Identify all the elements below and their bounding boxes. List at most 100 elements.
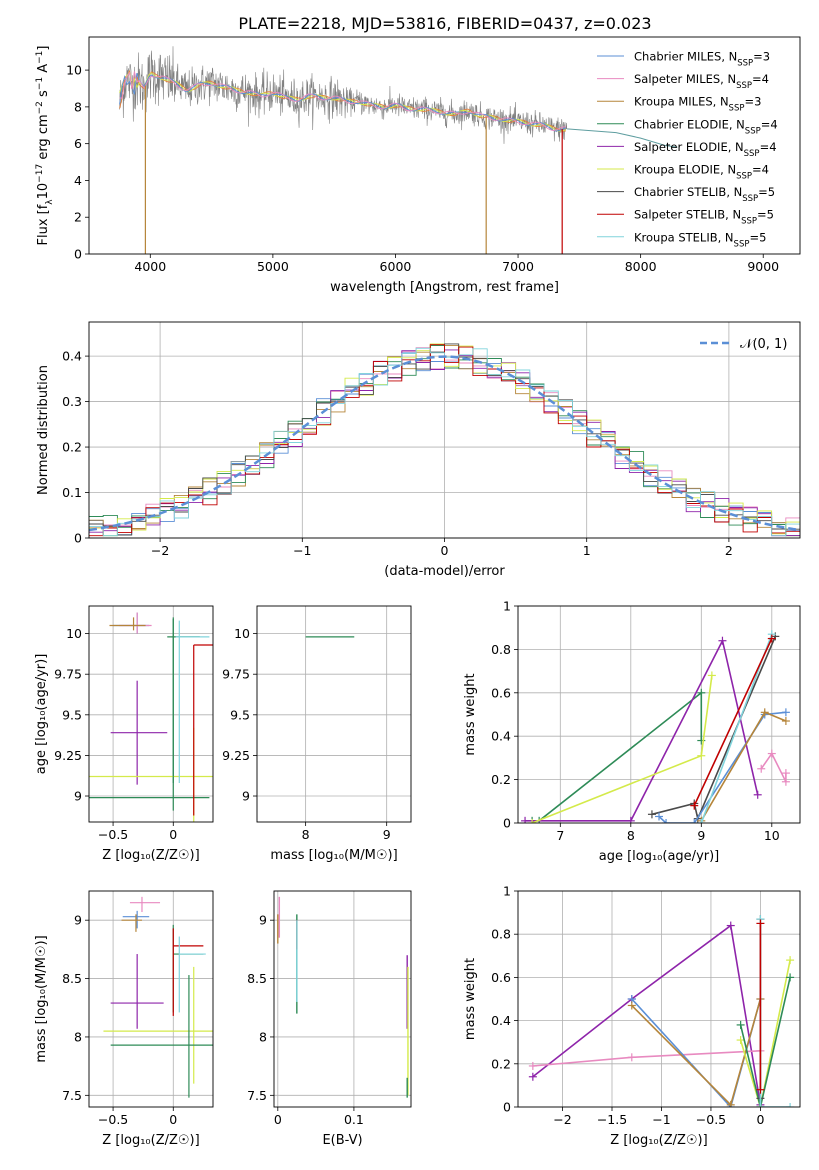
y-tick-label: 8.5 [62, 971, 82, 986]
plot-area [103, 896, 213, 1098]
y-tick-label: 9.75 [222, 667, 250, 682]
y-tick-label: 0.4 [62, 349, 82, 364]
axes-frame [88, 36, 801, 255]
series-line [532, 924, 762, 1105]
y-tick-label: 9.25 [222, 748, 250, 763]
y-tick-label: 6 [74, 136, 82, 151]
y-tick-label: 0.3 [62, 394, 82, 409]
y-tick-label: 8 [74, 1029, 82, 1044]
x-tick-label: −0.5 [98, 1112, 128, 1127]
plot-area [277, 896, 409, 1098]
series-line [693, 638, 773, 806]
x-tick-label: 8 [627, 828, 635, 843]
x-axis-label: wavelength [Angstrom, rest frame] [330, 280, 559, 295]
plot-area [89, 343, 800, 537]
series-line [759, 919, 791, 1107]
x-tick-label: 2 [725, 543, 733, 558]
axes-frame [256, 605, 412, 823]
x-axis-label: Z [log₁₀(Z/Z☉)] [610, 1133, 707, 1148]
panel-mass-weight-vs-age: 7 8 9 10 0 0.2 0.4 0.6 0.8 1 age [log₁₀(age/yr)] ma… [463, 599, 801, 864]
x-axis-label: (data-model)/error [384, 564, 505, 579]
x-tick-label: 4000 [134, 259, 166, 274]
legend-label: Kroupa MILES, NSSP=3 [634, 95, 761, 114]
x-tick-label: −0.5 [696, 1112, 726, 1127]
grid [274, 891, 411, 1107]
x-tick-label: −2 [553, 1112, 571, 1127]
y-axis-label: Normed distribution [36, 365, 51, 495]
panel-mass-weight-vs-Z: −2 −1.5 −1 −0.5 0 0 0.2 0.4 0.6 0.8 1 Z [log₁₀(Z/Z☉… [463, 884, 801, 1148]
y-tick-label: 0 [503, 1100, 511, 1115]
y-tick-label: 0 [74, 531, 82, 546]
legend-label: Salpeter STELIB, NSSP=5 [634, 208, 774, 227]
y-tick-label: 9.5 [230, 707, 250, 722]
x-tick-label: 0 [756, 1112, 764, 1127]
legend-label: Chabrier ELODIE, NSSP=4 [634, 117, 778, 136]
panel-mass-vs-EBV: 0 0.1 7.5 8 8.5 9 E(B-V) [247, 890, 412, 1148]
y-tick-label: 1 [503, 599, 511, 614]
y-axis-label: Flux [fλ10−17 erg cm−2 s−1 A−1] [35, 46, 55, 246]
grid [89, 891, 213, 1107]
y-tick-label: 9 [242, 789, 250, 804]
y-tick-label: 9 [74, 789, 82, 804]
x-axis-label: E(B-V) [322, 1133, 362, 1148]
figure-title: PLATE=2218, MJD=53816, FIBERID=0437, z=0… [238, 14, 651, 33]
x-tick-label: 9 [697, 828, 705, 843]
panel-mass-vs-Z: −0.5 0 7.5 8 8.5 9 Z [log₁₀(Z/Z☉)] mass [log₁₀(… [34, 890, 214, 1148]
y-tick-label: 0.4 [491, 1013, 511, 1028]
y-tick-label: 8 [74, 99, 82, 114]
x-tick-label: −1 [652, 1112, 670, 1127]
ir-tail-line [567, 128, 678, 148]
y-tick-label: 7.5 [247, 1088, 267, 1103]
plot-area [305, 636, 355, 638]
y-axis-label: mass weight [463, 673, 478, 755]
x-tick-label: 8 [302, 827, 310, 842]
y-axis-label: mass weight [463, 958, 478, 1040]
x-tick-label: −1.5 [597, 1112, 627, 1127]
x-tick-label: 8000 [625, 259, 657, 274]
axes-frame [517, 605, 801, 824]
normal-curve [89, 355, 800, 532]
x-tick-label: 10 [764, 828, 780, 843]
x-tick-label: 0 [169, 1112, 177, 1127]
series-line [658, 711, 786, 823]
panel-residual-distribution: −2 −1 0 1 2 0 0.1 0.2 0.3 0.4 (data-model)/error No… [36, 321, 801, 579]
y-tick-label: 8 [259, 1029, 267, 1044]
x-tick-label: 5000 [257, 259, 289, 274]
x-tick-label: −0.5 [98, 827, 128, 842]
plot-area [528, 915, 795, 1107]
series-line [531, 675, 713, 823]
y-tick-label: 10 [66, 63, 82, 78]
y-tick-label: 8.5 [247, 971, 267, 986]
x-tick-label: 0.1 [344, 1112, 364, 1127]
axes-frame [517, 890, 801, 1108]
x-tick-label: −2 [151, 543, 169, 558]
x-axis-label: age [log₁₀(age/yr)] [599, 849, 720, 864]
y-tick-label: 9.75 [54, 667, 82, 682]
legend-label: Salpeter MILES, NSSP=4 [634, 72, 769, 91]
series-line [760, 752, 787, 783]
model-curve [119, 71, 567, 132]
y-tick-label: 9.25 [54, 748, 82, 763]
y-tick-label: 0.8 [491, 642, 511, 657]
model-curve [119, 73, 567, 132]
panel-spectrum: 4000 5000 6000 7000 8000 9000 0 2 4 6 8 10 wavelengt… [35, 36, 801, 295]
y-tick-label: 9 [74, 913, 82, 928]
series-line [700, 711, 787, 822]
panel-age-vs-Z: −0.5 0 9 9.25 9.5 9.75 10 Z [log₁₀(Z/Z☉)] age [l… [34, 605, 214, 863]
y-tick-label: 0.2 [62, 440, 82, 455]
y-axis-label: age [log₁₀(age/yr)] [34, 654, 49, 775]
x-tick-label: 0 [169, 827, 177, 842]
y-tick-label: 0 [503, 816, 511, 831]
x-tick-label: 9 [383, 827, 391, 842]
axes-frame [88, 890, 214, 1108]
y-tick-label: 0 [74, 247, 82, 262]
y-tick-label: 7.5 [62, 1088, 82, 1103]
y-tick-label: 0.8 [491, 927, 511, 942]
series-line [631, 998, 762, 1107]
grid [89, 606, 213, 822]
y-tick-label: 0.6 [491, 685, 511, 700]
y-tick-label: 1 [503, 884, 511, 899]
y-tick-label: 0.4 [491, 729, 511, 744]
x-axis-label: mass [log₁₀(M/M☉)] [270, 848, 397, 863]
